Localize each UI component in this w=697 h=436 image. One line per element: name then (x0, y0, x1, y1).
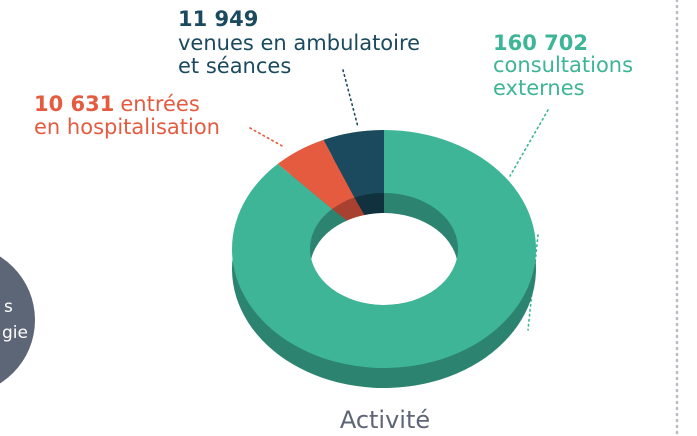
slice-label: entrées (120, 92, 199, 116)
slice-label-line: 10 631 entrées (34, 92, 200, 116)
leader-line (527, 234, 539, 331)
value-label: 160 702 (493, 31, 588, 55)
badge-text: gie (2, 323, 28, 343)
slice-label: consultations (493, 53, 633, 77)
side-badge (0, 256, 35, 384)
donut (232, 130, 537, 388)
slice-label: en hospitalisation (34, 115, 220, 139)
hole-floor (310, 213, 458, 305)
leader-line (249, 127, 285, 148)
badge-text: s (4, 297, 13, 317)
leader-line (509, 109, 549, 177)
chart-title: Activité (340, 406, 430, 434)
slice-label: externes (493, 76, 585, 100)
value-label: 10 631 (34, 92, 114, 116)
value-label: 11 949 (178, 7, 258, 31)
slice-label: et séances (178, 54, 291, 78)
slice-label: venues en ambulatoire (178, 31, 420, 55)
hole (310, 193, 458, 305)
slice (232, 130, 537, 368)
leader-line (342, 69, 359, 128)
slice (323, 130, 384, 198)
slice (277, 139, 355, 209)
